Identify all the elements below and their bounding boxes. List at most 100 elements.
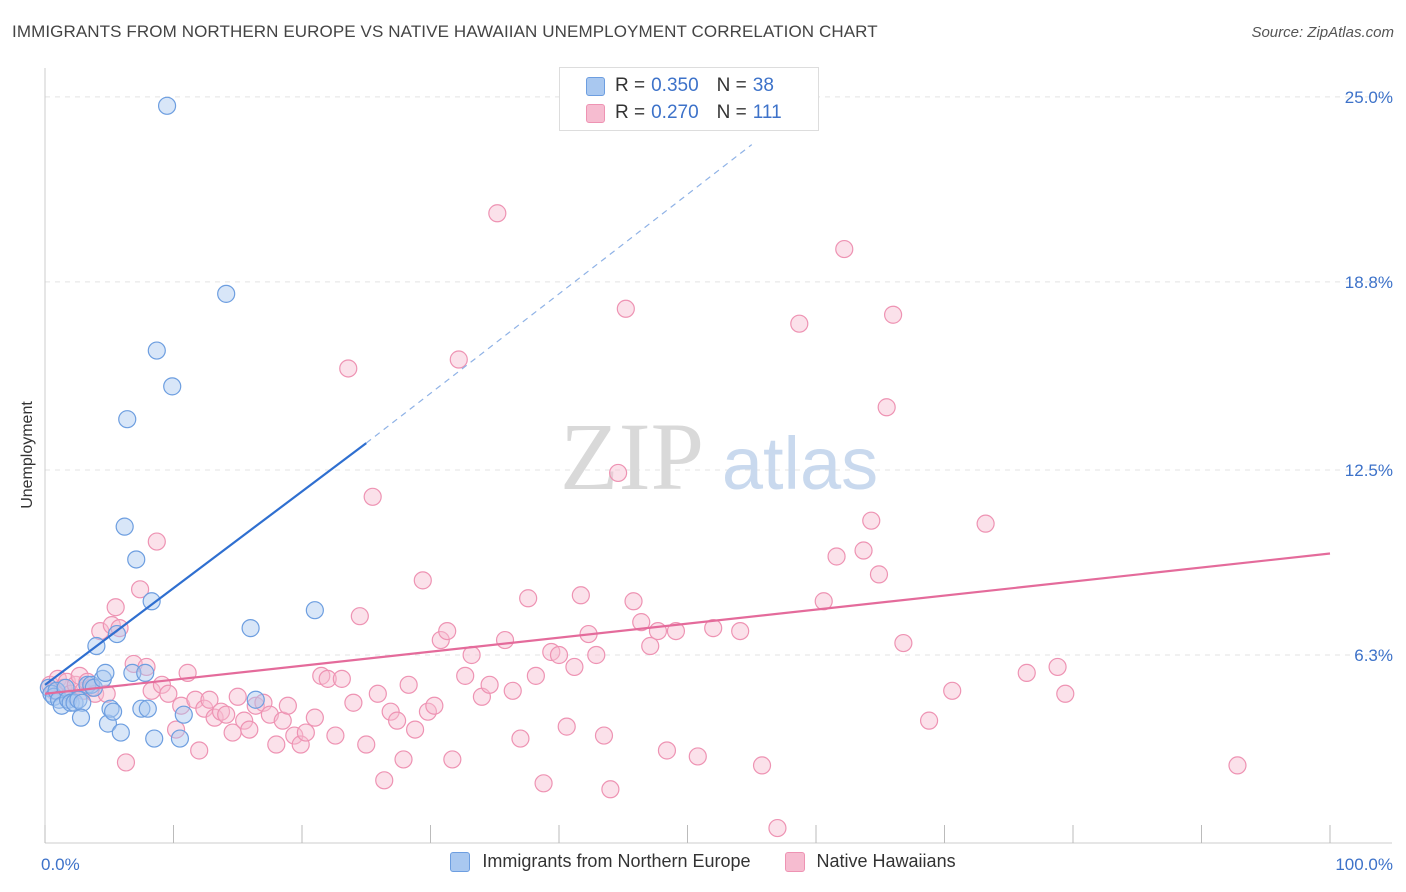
- native-hawaiians-point: [240, 720, 259, 739]
- native-hawaiians-point: [587, 645, 606, 665]
- native-hawaiians-point: [350, 607, 369, 626]
- blue-swatch-icon: [450, 851, 471, 872]
- native-hawaiians-point: [869, 565, 889, 584]
- r-label: R =: [615, 75, 646, 96]
- native-hawaiians-point: [1228, 756, 1247, 775]
- northern-europe-point: [71, 708, 91, 727]
- watermark-atlas: atlas: [722, 422, 878, 505]
- native-hawaiians-point: [731, 622, 750, 641]
- native-hawaiians-point: [394, 750, 413, 769]
- northern-europe-point: [305, 601, 324, 620]
- native-hawaiians-point: [519, 589, 538, 608]
- series-legend: Immigrants from Northern Europe Native H…: [0, 851, 1406, 872]
- northern-europe-point: [246, 690, 265, 709]
- native-hawaiians-point: [768, 818, 787, 838]
- northern-europe-points: [39, 96, 324, 748]
- northern-europe-point: [217, 284, 236, 303]
- native-hawaiians-point: [375, 771, 394, 790]
- legend-item-northern-europe[interactable]: Immigrants from Northern Europe: [450, 851, 751, 872]
- native-hawaiians-point: [147, 532, 166, 551]
- northern-europe-point: [96, 663, 115, 682]
- native-hawaiians-point: [862, 511, 881, 530]
- native-hawaiians-point: [790, 314, 809, 333]
- r-value: 0.350: [651, 75, 699, 96]
- native-hawaiians-point: [616, 299, 635, 318]
- native-hawaiians-point: [159, 684, 178, 703]
- native-hawaiians-point: [291, 735, 310, 754]
- northern-europe-point: [145, 729, 164, 748]
- native-hawaiians-point: [449, 350, 468, 369]
- native-hawaiians-point: [894, 633, 913, 653]
- n-label: N =: [716, 102, 747, 123]
- y-tick-label: 6.3%: [1354, 646, 1393, 665]
- legend-label: Native Hawaiians: [816, 851, 956, 871]
- native-hawaiians-point: [357, 735, 376, 754]
- x-tick-label: 0.0%: [41, 855, 80, 874]
- northern-europe-point: [123, 663, 142, 682]
- native-hawaiians-point: [326, 726, 345, 745]
- r-value: 0.270: [651, 102, 699, 123]
- native-hawaiians-point: [752, 756, 772, 775]
- x-tick-labels: 0.0% 100.0%: [41, 855, 1393, 874]
- native-hawaiians-point: [130, 580, 150, 599]
- native-hawaiians-point: [609, 463, 628, 483]
- native-hawaiians-point: [480, 675, 499, 694]
- legend-label: Immigrants from Northern Europe: [482, 851, 751, 871]
- native-hawaiians-point: [571, 586, 590, 605]
- northern-europe-point: [241, 619, 260, 638]
- native-hawaiians-point: [296, 723, 315, 742]
- native-hawaiians-trend-line: [44, 552, 1331, 695]
- y-tick-label: 18.8%: [1345, 273, 1393, 292]
- y-tick-labels: 6.3% 12.5% 18.8% 25.0%: [1345, 88, 1393, 665]
- native-hawaiians-point: [854, 541, 873, 560]
- native-hawaiians-point: [1056, 684, 1075, 703]
- northern-europe-point: [115, 517, 134, 536]
- native-hawaiians-point: [877, 398, 896, 417]
- trend-lines: [44, 144, 1331, 695]
- native-hawaiians-point: [688, 747, 707, 766]
- native-hawaiians-point: [438, 622, 457, 641]
- northern-europe-trend-extension: [365, 144, 753, 444]
- native-hawaiians-point: [190, 741, 209, 760]
- native-hawaiians-point: [235, 711, 254, 730]
- northern-europe-point: [136, 663, 155, 682]
- native-hawaiians-point: [399, 675, 418, 694]
- blue-swatch-icon: [586, 76, 605, 96]
- source-credit: Source: ZipAtlas.com: [1251, 24, 1394, 41]
- pink-swatch-icon: [784, 851, 805, 872]
- native-hawaiians-point: [657, 741, 677, 760]
- legend-item-native-hawaiians[interactable]: Native Hawaiians: [784, 851, 956, 872]
- native-hawaiians-point: [943, 681, 962, 700]
- northern-europe-trend-line: [44, 442, 367, 686]
- native-hawaiians-point: [200, 690, 219, 709]
- y-tick-label: 12.5%: [1345, 461, 1393, 480]
- native-hawaiians-point: [405, 720, 425, 739]
- native-hawaiians-point: [318, 669, 337, 688]
- northern-europe-point: [163, 377, 182, 396]
- native-hawaiians-point: [285, 726, 304, 745]
- northern-europe-point: [138, 699, 157, 718]
- native-hawaiians-point: [495, 630, 515, 650]
- native-hawaiians-point: [425, 696, 444, 715]
- native-hawaiians-point: [305, 708, 324, 727]
- northern-europe-point: [132, 699, 151, 718]
- native-hawaiians-point: [344, 693, 363, 712]
- native-hawaiians-point: [827, 547, 846, 566]
- native-hawaiians-point: [462, 645, 481, 665]
- northern-europe-point: [170, 729, 190, 748]
- native-hawaiians-point: [443, 750, 462, 769]
- y-tick-label: 25.0%: [1345, 88, 1393, 107]
- axes: [44, 68, 1392, 844]
- native-hawaiians-point: [267, 735, 286, 754]
- northern-europe-point: [111, 723, 130, 742]
- native-hawaiians-point: [368, 684, 387, 703]
- chart-title: IMMIGRANTS FROM NORTHERN EUROPE VS NATIV…: [12, 22, 878, 41]
- stats-legend: R = 0.350 N = 38 R = 0.270 N = 111: [559, 67, 819, 131]
- native-hawaiians-point: [526, 666, 545, 685]
- gridlines: [45, 96, 1392, 656]
- native-hawaiians-point: [976, 514, 995, 533]
- native-hawaiians-point: [503, 681, 522, 700]
- native-hawaiians-point: [666, 622, 686, 641]
- native-hawaiians-point: [456, 666, 475, 685]
- native-hawaiians-point: [1048, 657, 1067, 677]
